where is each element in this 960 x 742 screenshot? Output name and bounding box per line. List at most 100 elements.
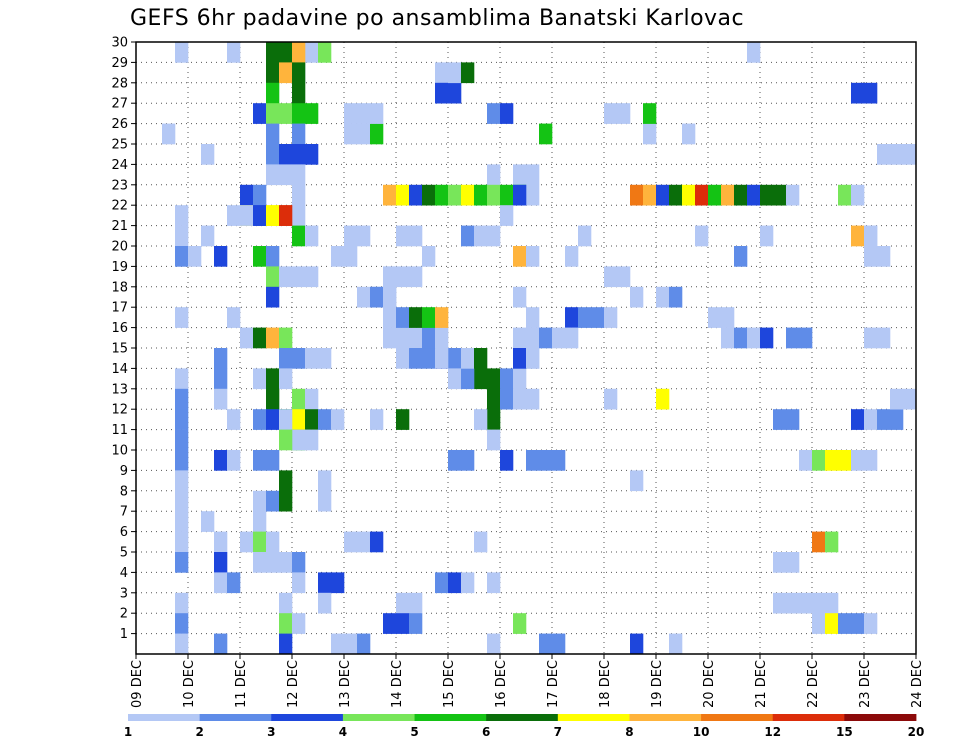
heatmap-cell xyxy=(825,592,839,614)
heatmap-cell xyxy=(214,246,228,267)
colorbar: 1 2 3 4 5 6 7 8 10 12 15 20 xyxy=(124,714,924,739)
colorbar-label: 2 xyxy=(195,725,203,739)
heatmap-cell xyxy=(604,307,618,328)
heatmap-cell xyxy=(292,123,306,145)
heatmap-cell xyxy=(734,246,748,267)
heatmap-cell xyxy=(292,388,306,410)
heatmap-cell xyxy=(266,164,280,186)
heatmap-cell xyxy=(864,613,878,634)
heatmap-cell xyxy=(396,327,410,349)
heatmap-cell xyxy=(513,286,527,308)
heatmap-cell xyxy=(409,348,423,369)
heatmap-cell xyxy=(253,511,267,532)
heatmap-cell xyxy=(630,286,644,308)
heatmap-cell xyxy=(370,103,384,124)
heatmap-cell xyxy=(253,205,267,226)
heatmap-cell xyxy=(175,470,189,492)
heatmap-cell xyxy=(890,144,904,165)
heatmap-cell xyxy=(266,82,280,104)
heatmap-cell xyxy=(292,42,306,63)
heatmap-cell xyxy=(253,531,267,553)
y-tick-label: 2 xyxy=(120,607,128,622)
heatmap-cell xyxy=(760,225,774,247)
heatmap-cell xyxy=(513,613,527,634)
heatmap-cell xyxy=(461,572,475,594)
heatmap-cell xyxy=(474,409,488,430)
heatmap-cell xyxy=(266,327,280,349)
x-tick-label: 22 DEC xyxy=(806,660,821,708)
heatmap-cell xyxy=(370,123,384,145)
y-tick-label: 14 xyxy=(111,362,128,377)
y-tick-label: 17 xyxy=(111,301,128,316)
colorbar-swatch xyxy=(342,714,415,721)
y-tick-label: 26 xyxy=(111,117,128,132)
heatmap-cell xyxy=(487,368,501,390)
heatmap-cell xyxy=(253,552,267,573)
heatmap-cell xyxy=(175,633,189,655)
heatmap-cell xyxy=(175,592,189,614)
heatmap-cell xyxy=(500,368,514,390)
heatmap-cell xyxy=(656,388,670,410)
heatmap-cell xyxy=(526,327,540,349)
heatmap-cell xyxy=(409,613,423,634)
heatmap-cell xyxy=(890,409,904,430)
heatmap-cell xyxy=(435,348,449,369)
heatmap-cell xyxy=(214,572,228,594)
heatmap-cell xyxy=(799,450,813,471)
heatmap-cell xyxy=(773,184,787,206)
heatmap-cell xyxy=(526,164,540,186)
y-tick-label: 16 xyxy=(111,321,128,336)
heatmap-cell xyxy=(604,103,618,124)
y-tick-label: 7 xyxy=(120,505,128,520)
x-tick-label: 24 DEC xyxy=(910,660,925,708)
heatmap-cell xyxy=(812,450,826,471)
heatmap-cell xyxy=(708,184,722,206)
heatmap-cell xyxy=(175,42,189,63)
heatmap-cell xyxy=(448,450,462,471)
heatmap-cell xyxy=(383,327,397,349)
heatmap-cell xyxy=(266,490,280,512)
heatmap-cell xyxy=(370,531,384,553)
heatmap-cell xyxy=(266,42,280,63)
heatmap-cell xyxy=(292,348,306,369)
heatmap-cell xyxy=(487,633,501,655)
x-tick-label: 13 DEC xyxy=(338,660,353,708)
chart-title: GEFS 6hr padavine po ansamblima Banatski… xyxy=(130,6,745,31)
y-tick-label: 15 xyxy=(111,342,128,357)
heatmap-cell xyxy=(825,450,839,471)
heatmap-cell xyxy=(409,307,423,328)
heatmap-cell xyxy=(305,225,319,247)
heatmap-cell xyxy=(851,613,865,634)
heatmap-cell xyxy=(812,592,826,614)
heatmap-cell xyxy=(279,429,293,451)
colorbar-swatch xyxy=(629,714,702,721)
heatmap-cell xyxy=(175,450,189,471)
heatmap-cell xyxy=(227,205,241,226)
heatmap-cell xyxy=(877,144,891,165)
x-tick-label: 12 DEC xyxy=(286,660,301,708)
colorbar-swatch xyxy=(844,714,917,721)
x-tick-label: 11 DEC xyxy=(234,660,249,708)
heatmap-cell xyxy=(630,470,644,492)
heatmap-cell xyxy=(838,613,852,634)
heatmap-cell xyxy=(903,388,917,410)
heatmap-cell xyxy=(630,633,644,655)
heatmap-cell xyxy=(214,348,228,369)
heatmap-cell xyxy=(409,266,423,288)
heatmap-cell xyxy=(552,450,566,471)
colorbar-swatch xyxy=(271,714,344,721)
y-tick-label: 3 xyxy=(120,586,128,601)
heatmap-cell xyxy=(721,307,735,328)
heatmap-cell xyxy=(864,450,878,471)
heatmap-cell xyxy=(747,327,761,349)
heatmap-cell xyxy=(643,184,657,206)
heatmap-cell xyxy=(500,388,514,410)
heatmap-cell xyxy=(383,307,397,328)
heatmap-cell xyxy=(422,348,436,369)
heatmap-cell xyxy=(318,470,332,492)
heatmap-cell xyxy=(279,552,293,573)
heatmap-cell xyxy=(669,286,683,308)
y-axis: 1234567891011121314151617181920212223242… xyxy=(111,36,136,642)
heatmap-cell xyxy=(266,286,280,308)
